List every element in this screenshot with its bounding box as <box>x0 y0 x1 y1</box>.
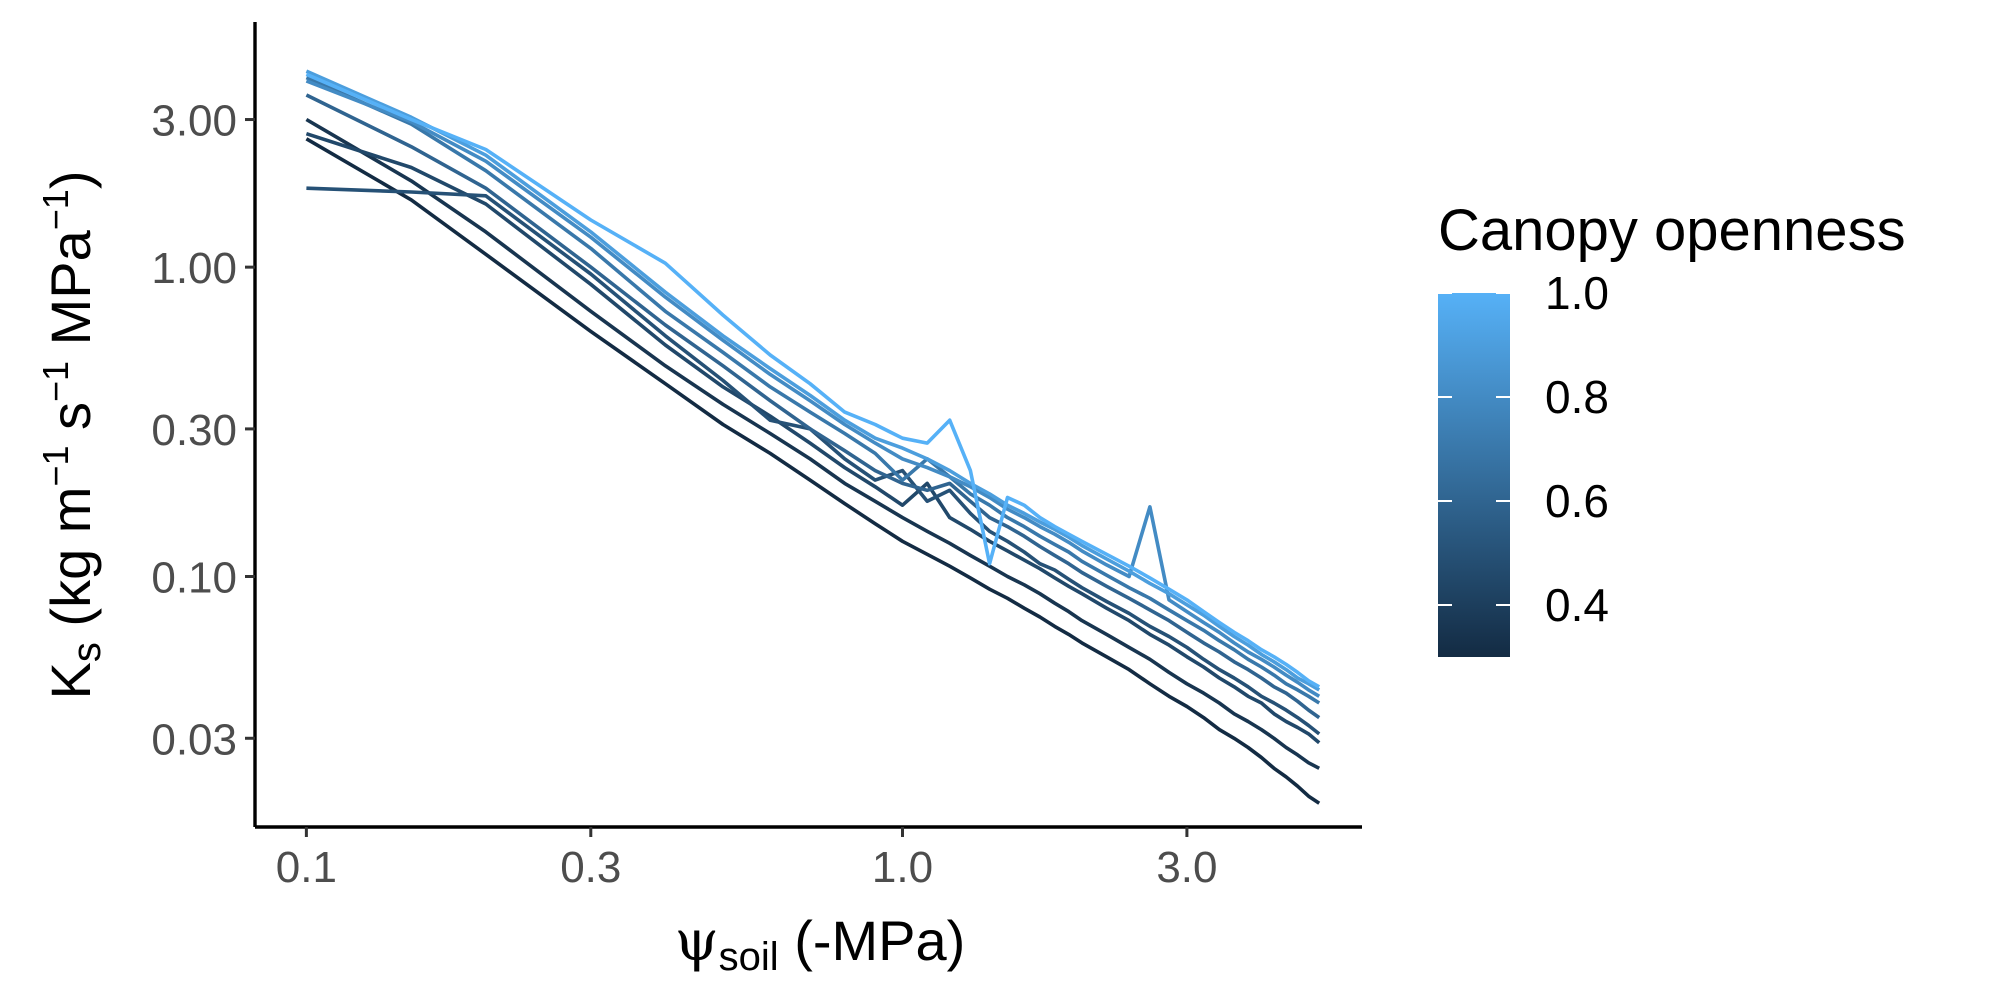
legend-tick-label: 0.8 <box>1545 371 1609 423</box>
plot-lines <box>305 69 1321 805</box>
series-line-1 <box>305 137 1321 805</box>
legend-tick-label: 0.6 <box>1545 475 1609 527</box>
series-line-2 <box>305 117 1321 770</box>
y-axis-title-sup-2: −1 <box>35 361 76 402</box>
x-axis-title-unit: (-MPa) <box>779 909 966 972</box>
y-axis-title-subscript: s <box>65 642 109 662</box>
series-line-9 <box>305 72 1321 689</box>
x-axis-title-subscript: soil <box>719 935 779 979</box>
legend-title: Canopy openness <box>1438 198 1906 263</box>
y-axis-title-sup-1: −1 <box>35 446 76 487</box>
y-tick-label: 3.00 <box>151 97 237 146</box>
series-line-7 <box>305 79 1321 698</box>
x-axis-title: ψsoil (-MPa) <box>675 909 966 979</box>
series-line-5 <box>305 93 1321 720</box>
legend-tick-label: 0.4 <box>1545 579 1609 631</box>
y-axis-title-unit-s: s <box>39 402 102 446</box>
legend-ticks: 0.4 0.6 0.8 1.0 <box>1438 267 1609 631</box>
y-ticks: 0.03 0.10 0.30 1.00 3.00 <box>151 97 255 764</box>
x-tick-label: 3.0 <box>1156 843 1217 892</box>
series-line-6 <box>305 75 1321 705</box>
y-tick-label: 0.30 <box>151 406 237 455</box>
x-ticks: 0.1 0.3 1.0 3.0 <box>276 827 1217 892</box>
y-axis-title-symbol: K <box>39 662 102 699</box>
x-tick-label: 0.3 <box>560 843 621 892</box>
x-axis-title-symbol: ψ <box>675 909 719 974</box>
series-line-8 <box>305 69 1321 692</box>
series-line-4 <box>306 186 1321 736</box>
legend-tick-label: 1.0 <box>1545 267 1609 319</box>
x-tick-label: 0.1 <box>276 843 337 892</box>
y-axis-title-close: ) <box>39 171 102 190</box>
y-tick-label: 0.03 <box>151 715 237 764</box>
y-axis-title: Ks (kg m−1 s−1 MPa−1) <box>35 171 109 700</box>
y-axis-title-unit-kg: (kg m <box>39 487 102 643</box>
y-tick-label: 0.10 <box>151 554 237 603</box>
series-line-3 <box>305 131 1321 745</box>
legend: Canopy openness 0.4 0.6 0.8 1.0 <box>1438 198 1906 657</box>
y-tick-label: 1.00 <box>151 244 237 293</box>
legend-colorbar <box>1438 293 1510 657</box>
y-axis-title-sup-3: −1 <box>35 189 76 230</box>
y-axis-title-unit-mpa: MPa <box>39 229 102 361</box>
x-tick-label: 1.0 <box>872 843 933 892</box>
